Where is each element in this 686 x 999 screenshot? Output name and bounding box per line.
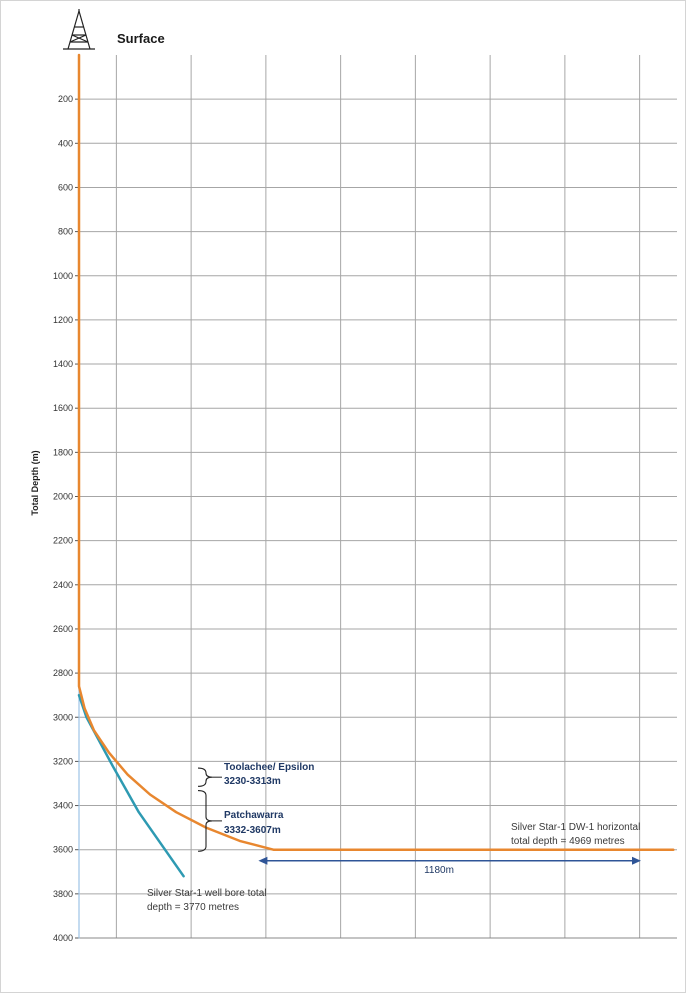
- y-tick-label-2: 600: [58, 182, 73, 192]
- span-arrow-head-right: [632, 856, 641, 865]
- span-label: 1180m: [424, 865, 454, 876]
- y-tick-label-17: 3600: [53, 845, 73, 855]
- span-arrow-head-left: [258, 856, 268, 865]
- y-tick-label-19: 4000: [53, 933, 73, 943]
- span-arrow: [258, 856, 641, 865]
- patchawarra-range: 3332-3607m: [224, 825, 281, 836]
- y-tick-label-14: 3000: [53, 712, 73, 722]
- formation-bracket-1: [197, 789, 213, 852]
- toolachee-name: Toolachee/ Epsilon: [224, 762, 314, 773]
- series-line-0: [77, 53, 675, 851]
- horizontal-td-line1: Silver Star-1 DW-1 horizontal: [511, 822, 640, 833]
- y-tick-label-5: 1200: [53, 315, 73, 325]
- y-axis-label: Total Depth (m): [30, 450, 40, 515]
- y-tick-label-7: 1600: [53, 403, 73, 413]
- y-tick-label-16: 3400: [53, 801, 73, 811]
- grid: [79, 55, 677, 939]
- y-tick-label-9: 2000: [53, 492, 73, 502]
- y-tick-label-13: 2800: [53, 668, 73, 678]
- y-tick-label-10: 2200: [53, 536, 73, 546]
- series: [77, 53, 675, 939]
- y-tick-label-6: 1400: [53, 359, 73, 369]
- y-tick-label-4: 1000: [53, 271, 73, 281]
- horizontal-td-line2: total depth = 4969 metres: [511, 836, 625, 847]
- y-tick-label-1: 400: [58, 138, 73, 148]
- wellbore-td-line1: Silver Star-1 well bore total: [147, 888, 267, 899]
- surface-label: Surface: [117, 31, 165, 46]
- drilling-rig-icon: [63, 9, 95, 50]
- y-tick-label-0: 200: [58, 94, 73, 104]
- y-tick-label-3: 800: [58, 227, 73, 237]
- series-line-1: [77, 693, 185, 878]
- y-tick-label-15: 3200: [53, 756, 73, 766]
- y-tick-label-12: 2600: [53, 624, 73, 634]
- y-tick-label-11: 2400: [53, 580, 73, 590]
- patchawarra-name: Patchawarra: [224, 810, 284, 821]
- y-tick-label-18: 3800: [53, 889, 73, 899]
- wellbore-td-line2: depth = 3770 metres: [147, 902, 239, 913]
- y-ticks: 200 400 600 800 1000 1200 1400 1600 1800 2000 2200…: [53, 94, 79, 943]
- y-tick-label-8: 1800: [53, 447, 73, 457]
- formation-bracket-0: [197, 767, 213, 787]
- toolachee-range: 3230-3313m: [224, 776, 281, 787]
- formation-brackets: [197, 767, 222, 852]
